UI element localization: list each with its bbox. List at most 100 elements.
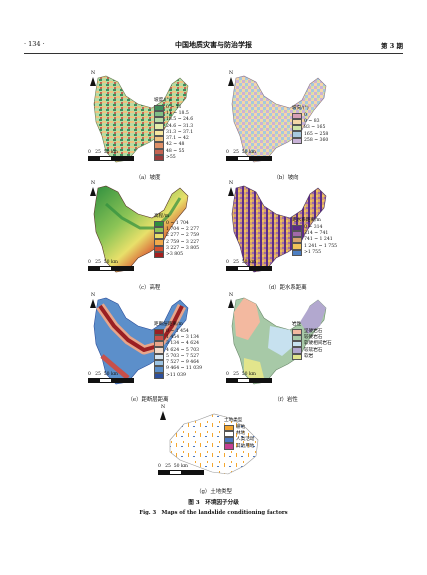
- legend-item: 258 ~ 360: [292, 137, 329, 145]
- legend-swatch: [154, 239, 164, 246]
- legend-item: 软硬相间岩石: [292, 341, 332, 348]
- legend-item: 0: [292, 112, 328, 119]
- legend-item: 1 704 ~ 2 277: [154, 226, 199, 234]
- north-arrow: N: [88, 70, 98, 86]
- legend-swatch: [154, 142, 164, 149]
- legend-label: 11 ~ 18.5: [166, 110, 189, 116]
- lithology-legend: 岩性 坚硬岩石 较硬岩石 软硬相间岩石 较软岩石 软岩: [292, 322, 332, 361]
- legend-label: 人类活动: [236, 437, 255, 443]
- legend-swatch: [154, 129, 164, 137]
- legend-label: 258 ~ 360: [304, 137, 329, 143]
- legend-label: 耕地: [236, 424, 246, 430]
- legend-item: 0 ~ 1 704: [154, 220, 199, 227]
- legend-label: 314 ~ 741: [304, 230, 329, 236]
- scale-bar: 0 25 50 km: [88, 150, 134, 161]
- caption-lithology: （f）岩性: [274, 397, 298, 403]
- legend-label: 0 ~ 11: [166, 104, 182, 110]
- panel-fault-distance: N 距断层距离/m 0 ~ 1 454 1 454 ~ 3 134 3 134 ~ …: [84, 292, 204, 392]
- legend-item: 31.3 ~ 37.1: [154, 129, 193, 137]
- legend-label: 37.1 ~ 42: [166, 136, 189, 142]
- legend-item: 3 227 ~ 3 805: [154, 245, 200, 253]
- legend-item: 0 ~ 83: [292, 118, 328, 126]
- legend-item: 0 ~ 1 454: [154, 328, 202, 335]
- legend-label: 其他用地: [236, 443, 255, 449]
- legend-label: 3 227 ~ 3 805: [166, 245, 200, 251]
- legend-swatch: [292, 334, 302, 342]
- legend-swatch: [154, 226, 164, 234]
- legend-item: 11 ~ 18.5: [154, 110, 193, 118]
- legend-item: >3 805: [154, 252, 199, 259]
- legend-swatch: [154, 347, 164, 354]
- legend-item: >11 039: [154, 372, 202, 379]
- scale-bar: 0 25 50 km: [226, 260, 272, 271]
- legend-swatch: [292, 249, 302, 257]
- legend-swatch: [154, 334, 164, 342]
- legend-label: >1 755: [304, 249, 322, 255]
- legend-swatch: [154, 252, 164, 259]
- journal-title: 中国地质灾害与防治学报: [175, 40, 252, 49]
- north-arrow: N: [88, 180, 98, 196]
- slope-legend: 坡度/(°) 0 ~ 11 11 ~ 18.5 18.5 ~ 24.6 24.6 ~ …: [154, 98, 194, 162]
- legend-swatch: [224, 430, 234, 438]
- legend-label: >55: [166, 155, 176, 161]
- legend-swatch: [292, 237, 302, 244]
- legend-item: 314 ~ 741: [292, 230, 337, 238]
- legend-item: 林地: [224, 430, 254, 438]
- legend-item: 较硬岩石: [292, 334, 332, 342]
- north-arrow: N: [226, 292, 236, 308]
- legend-swatch: [292, 118, 302, 126]
- legend-label: 较软岩石: [304, 347, 323, 353]
- legend-item: 741 ~ 1 241: [292, 237, 337, 244]
- legend-swatch: [154, 154, 164, 162]
- issue-number: 第 3 期: [380, 42, 403, 50]
- panel-elevation: N 高程/m 0 ~ 1 704 1 704 ~ 2 277 2 277 ~ 2 7…: [84, 180, 204, 280]
- legend-label: 7 527 ~ 9 464: [166, 360, 200, 366]
- legend-item: 人类活动: [224, 437, 255, 444]
- legend-swatch: [154, 110, 164, 118]
- scale-bar: 0 25 50 km: [226, 150, 272, 161]
- legend-swatch: [292, 353, 302, 361]
- legend-swatch: [154, 328, 164, 335]
- legend-label: 1 454 ~ 3 134: [166, 334, 200, 340]
- legend-label: 4 624 ~ 5 703: [166, 347, 200, 353]
- north-arrow: N: [158, 404, 168, 420]
- legend-item: 7 527 ~ 9 464: [154, 360, 202, 367]
- figure-caption-chinese: 图 3 环境因子分级: [188, 500, 239, 506]
- legend-swatch: [292, 137, 302, 145]
- legend-item: 5 703 ~ 7 527: [154, 353, 202, 361]
- scale-bar: 0 25 50 km: [88, 372, 134, 383]
- legend-item: 165 ~ 258: [292, 131, 328, 138]
- caption-slope: （a）坡度: [135, 175, 161, 181]
- fault-distance-legend: 距断层距离/m 0 ~ 1 454 1 454 ~ 3 134 3 134 ~ 4 …: [154, 322, 202, 379]
- legend-item: >55: [154, 154, 193, 162]
- legend-label: 741 ~ 1 241: [304, 237, 333, 243]
- legend-label: 软岩: [304, 353, 314, 359]
- panel-river-distance: N 距水系距离/m 0 ~ 314 314 ~ 741 741 ~ 1 241 1 2…: [222, 180, 342, 280]
- legend-swatch: [154, 148, 164, 155]
- north-arrow: N: [226, 70, 236, 86]
- legend-swatch: [292, 347, 302, 354]
- panel-land-use: N 土地类型 耕地 林地 人类活动 其他用地 0 25 50 km: [154, 404, 274, 484]
- legend-swatch: [292, 243, 302, 250]
- legend-swatch: [292, 341, 302, 348]
- elevation-legend: 高程/m 0 ~ 1 704 1 704 ~ 2 277 2 277 ~ 2 759…: [154, 214, 200, 259]
- legend-label: 较硬岩石: [304, 334, 323, 340]
- legend-item: 3 134 ~ 4 624: [154, 341, 202, 348]
- legend-item: 48 ~ 55: [154, 148, 193, 155]
- legend-label: >11 039: [166, 372, 186, 378]
- legend-item: 2 759 ~ 3 227: [154, 239, 199, 246]
- scale-bar: 0 25 50 km: [88, 260, 134, 271]
- panel-lithology: N 岩性 坚硬岩石 较硬岩石 软硬相间岩石 较软岩石 软岩 0 25 50 km: [222, 292, 342, 392]
- caption-aspect: （b）坡向: [273, 175, 299, 181]
- legend-swatch: [154, 220, 164, 227]
- legend-label: 0: [304, 112, 307, 118]
- land-use-legend: 土地类型 耕地 林地 人类活动 其他用地: [224, 418, 255, 450]
- legend-item: 软岩: [292, 353, 332, 361]
- legend-swatch: [292, 131, 302, 138]
- caption-land-use: （g）土地类型: [196, 489, 232, 495]
- legend-swatch: [154, 353, 164, 361]
- legend-label: 坚硬岩石: [304, 328, 323, 334]
- legend-swatch: [154, 366, 164, 373]
- page-number: · 134 ·: [24, 40, 45, 48]
- legend-item: 83 ~ 165: [292, 125, 328, 132]
